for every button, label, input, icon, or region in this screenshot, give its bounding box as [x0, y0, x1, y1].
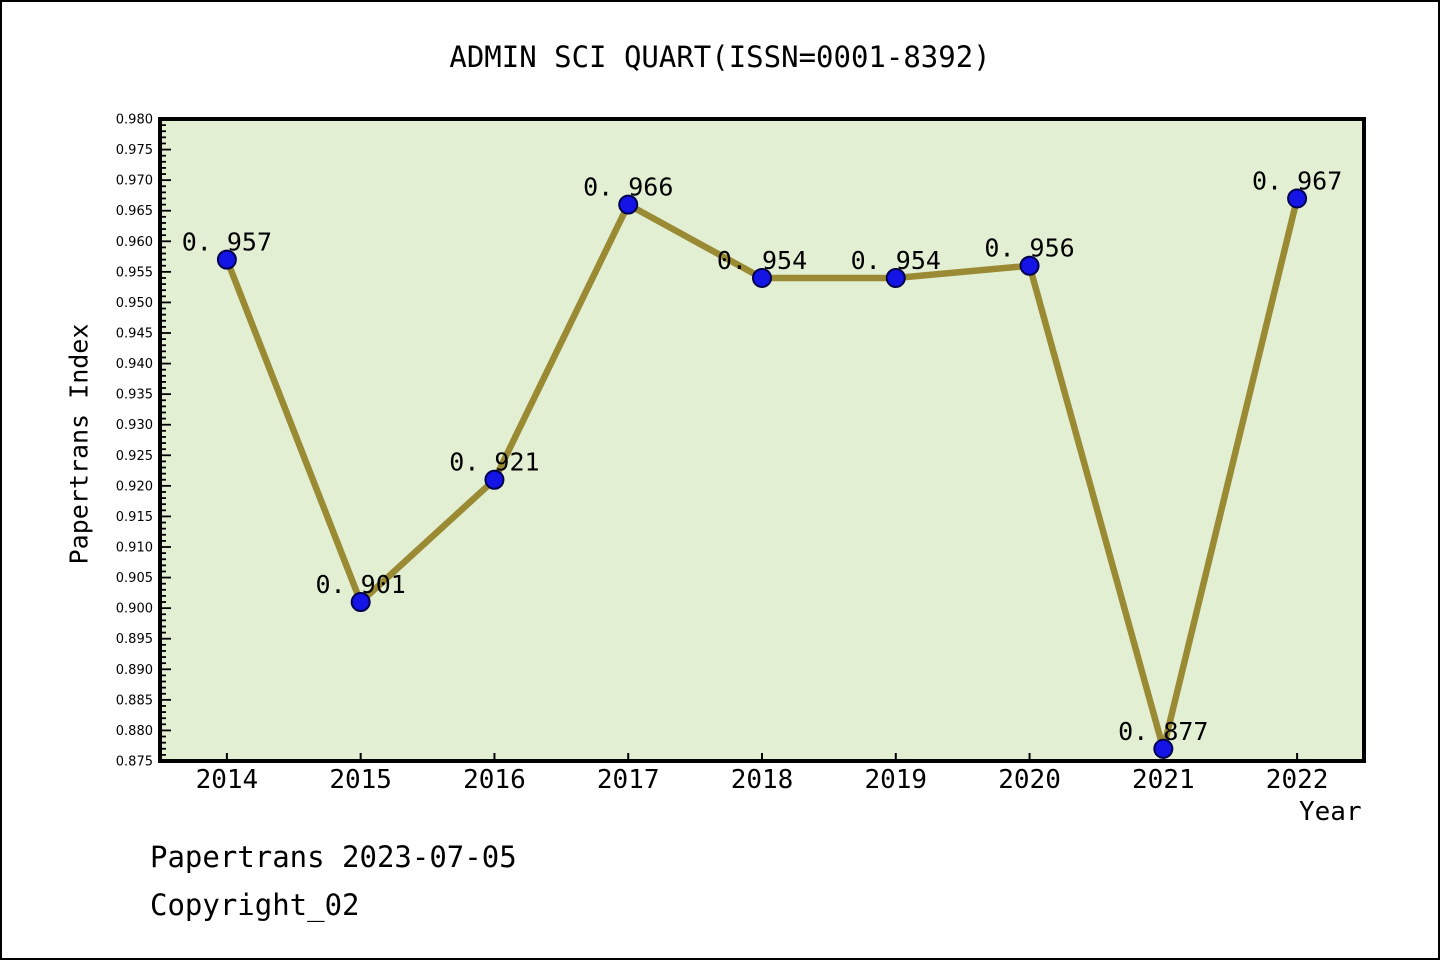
- y-tick-label: 0.895: [116, 632, 153, 647]
- y-tick-label: 0.935: [116, 388, 153, 403]
- y-tick-label: 0.880: [116, 724, 153, 739]
- x-tick-label: 2020: [998, 765, 1061, 795]
- data-point: [484, 469, 505, 490]
- x-tick-label: 2018: [731, 765, 794, 795]
- y-tick-label: 0.955: [116, 265, 153, 280]
- data-point: [1287, 188, 1308, 209]
- data-point: [216, 249, 237, 270]
- point-value-label: 0. 954: [851, 246, 941, 275]
- y-tick-label: 0.975: [116, 143, 153, 158]
- point-value-label: 0. 956: [984, 234, 1074, 263]
- y-tick-label: 0.970: [116, 174, 153, 189]
- point-value-label: 0. 921: [449, 448, 539, 477]
- y-tick-label: 0.945: [116, 327, 153, 342]
- data-point: [350, 592, 371, 613]
- x-tick-label: 2022: [1266, 765, 1329, 795]
- data-point: [618, 194, 639, 215]
- data-point: [1153, 738, 1174, 759]
- y-tick-label: 0.925: [116, 449, 153, 464]
- y-tick-label: 0.950: [116, 296, 153, 311]
- point-value-label: 0. 967: [1252, 166, 1342, 195]
- x-axis-label: Year: [1299, 797, 1362, 827]
- y-tick-label: 0.980: [116, 113, 153, 128]
- y-tick-label: 0.960: [116, 235, 153, 250]
- y-tick-label: 0.920: [116, 479, 153, 494]
- y-tick-label: 0.875: [116, 755, 153, 770]
- x-tick-label: 2014: [196, 765, 259, 795]
- chart-title: ADMIN SCI QUART(ISSN=0001-8392): [449, 40, 991, 74]
- y-axis-ticks: 0.875 0.880 0.885 0.890 0.895 0.900 0.905 0.910…: [116, 113, 171, 770]
- y-tick-label: 0.900: [116, 602, 153, 617]
- point-value-label: 0. 901: [316, 570, 406, 599]
- y-tick-label: 0.885: [116, 693, 153, 708]
- x-tick-label: 2016: [463, 765, 526, 795]
- x-axis-ticks: 2014 2015 2016 2017 2018 2019 2020 2021 2022: [196, 753, 1329, 795]
- y-tick-label: 0.910: [116, 541, 153, 556]
- point-value-label: 0. 877: [1118, 717, 1208, 746]
- data-point: [1019, 255, 1040, 276]
- point-value-label: 0. 957: [182, 228, 272, 257]
- x-tick-label: 2019: [864, 765, 927, 795]
- footer-source-date: Papertrans 2023-07-05: [150, 840, 517, 874]
- point-value-label: 0. 966: [583, 173, 673, 202]
- y-tick-label: 0.890: [116, 663, 153, 678]
- point-value-label: 0. 954: [717, 246, 807, 275]
- data-points: 0. 957 0. 901 0. 921 0. 966 0. 954 0. 954 0. 9…: [182, 166, 1342, 759]
- footer-copyright: Copyright_02: [150, 888, 360, 922]
- x-tick-label: 2017: [597, 765, 660, 795]
- y-tick-label: 0.930: [116, 418, 153, 433]
- plot-area: [160, 119, 1364, 761]
- data-point: [885, 267, 906, 288]
- y-tick-label: 0.965: [116, 204, 153, 219]
- y-tick-label: 0.915: [116, 510, 153, 525]
- x-tick-label: 2021: [1132, 765, 1195, 795]
- x-tick-label: 2015: [329, 765, 392, 795]
- y-tick-label: 0.905: [116, 571, 153, 586]
- y-tick-label: 0.940: [116, 357, 153, 372]
- data-point: [752, 267, 772, 288]
- plot-border: [158, 117, 1366, 763]
